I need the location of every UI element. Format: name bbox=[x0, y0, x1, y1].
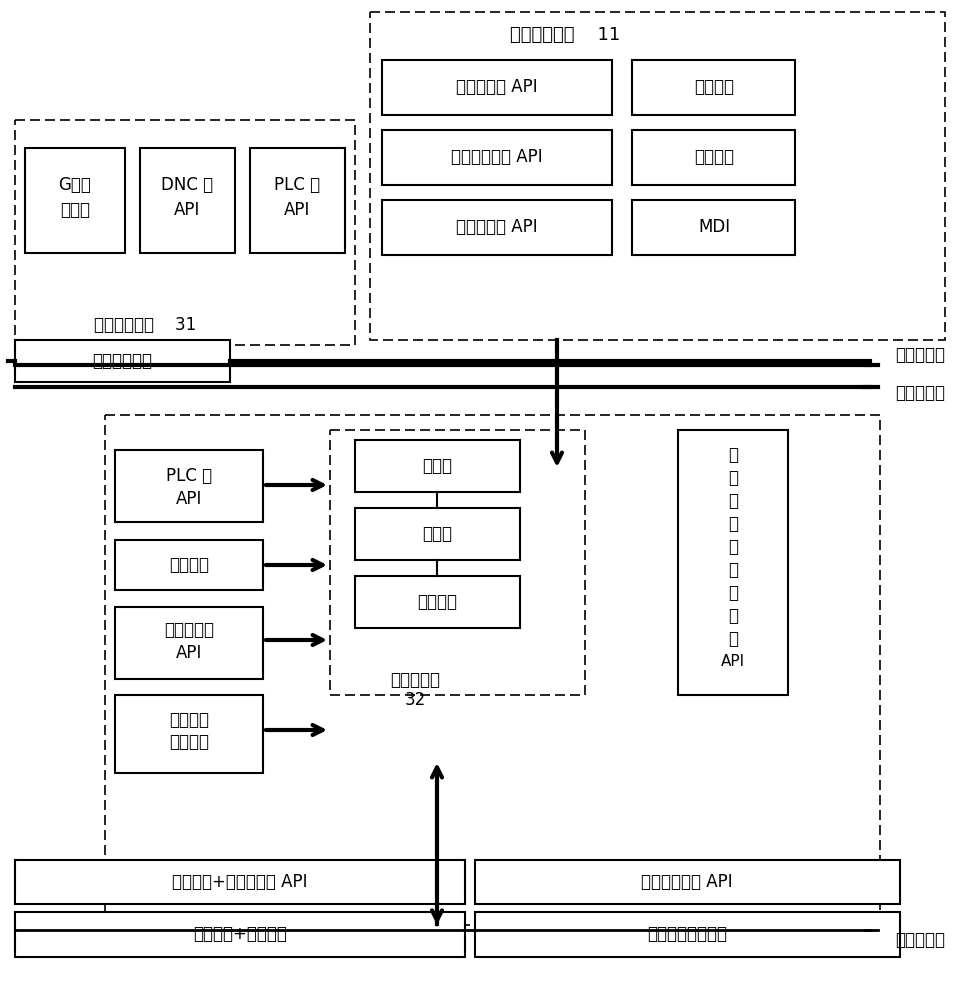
Bar bbox=[115, 695, 263, 773]
Bar bbox=[355, 440, 520, 492]
Text: 过程控制单元    31: 过程控制单元 31 bbox=[93, 316, 197, 334]
Bar bbox=[115, 450, 263, 522]
Text: 层: 层 bbox=[728, 630, 738, 648]
Text: 插补器: 插补器 bbox=[422, 457, 452, 475]
Bar bbox=[105, 415, 880, 925]
Text: 开: 开 bbox=[728, 538, 738, 556]
Text: 操作系统+实时多任务 API: 操作系统+实时多任务 API bbox=[172, 873, 307, 891]
Bar bbox=[355, 576, 520, 628]
Text: 应用平台层: 应用平台层 bbox=[895, 384, 945, 402]
Text: 系统内核层: 系统内核层 bbox=[895, 931, 945, 949]
Text: 驱动程序: 驱动程序 bbox=[169, 733, 209, 751]
Text: 消息传递机制: 消息传递机制 bbox=[92, 352, 152, 370]
Text: PLC 和: PLC 和 bbox=[274, 176, 320, 194]
Bar bbox=[140, 148, 235, 253]
Text: 程: 程 bbox=[728, 492, 738, 510]
Bar bbox=[382, 130, 612, 185]
Text: 操作系统+实时内核: 操作系统+实时内核 bbox=[193, 925, 287, 943]
Text: 系统设备驱动 API: 系统设备驱动 API bbox=[641, 873, 733, 891]
Text: 运动控制器: 运动控制器 bbox=[390, 671, 440, 689]
Bar bbox=[115, 607, 263, 679]
Text: 口: 口 bbox=[728, 607, 738, 625]
Bar bbox=[632, 60, 795, 115]
Bar bbox=[15, 860, 465, 904]
Text: API: API bbox=[174, 201, 200, 219]
Text: 系统设备驱动程序: 系统设备驱动程序 bbox=[647, 925, 727, 943]
Text: 接: 接 bbox=[728, 584, 738, 602]
Bar bbox=[678, 430, 788, 695]
Text: 位置补偿: 位置补偿 bbox=[417, 593, 457, 611]
Bar bbox=[475, 860, 900, 904]
Text: 数控设备: 数控设备 bbox=[169, 711, 209, 729]
Text: 文本编辑器和 API: 文本编辑器和 API bbox=[451, 148, 543, 166]
Bar bbox=[355, 508, 520, 560]
Text: 解释器: 解释器 bbox=[60, 201, 90, 219]
Bar bbox=[382, 60, 612, 115]
Text: 32: 32 bbox=[405, 691, 425, 709]
Bar bbox=[25, 148, 125, 253]
Text: API: API bbox=[176, 490, 202, 508]
Text: G代码: G代码 bbox=[58, 176, 91, 194]
Text: 用: 用 bbox=[728, 469, 738, 487]
Text: 人机交互界面    11: 人机交互界面 11 bbox=[510, 26, 620, 44]
Text: API: API bbox=[721, 654, 745, 670]
Text: 传感器设备: 传感器设备 bbox=[164, 621, 214, 639]
Text: MDI: MDI bbox=[698, 218, 730, 236]
Bar bbox=[115, 540, 263, 590]
Text: 应: 应 bbox=[728, 446, 738, 464]
Bar bbox=[250, 148, 345, 253]
Text: 序: 序 bbox=[728, 515, 738, 533]
Text: PLC 和: PLC 和 bbox=[166, 467, 212, 485]
Bar bbox=[632, 130, 795, 185]
Bar bbox=[382, 200, 612, 255]
Text: API: API bbox=[284, 201, 310, 219]
Text: 故障诊断: 故障诊断 bbox=[694, 78, 734, 96]
Bar bbox=[370, 12, 945, 340]
Text: DNC 和: DNC 和 bbox=[161, 176, 213, 194]
Text: 系统参数: 系统参数 bbox=[169, 556, 209, 574]
Text: 轴控制: 轴控制 bbox=[422, 525, 452, 543]
Text: API: API bbox=[176, 644, 202, 662]
Bar bbox=[475, 912, 900, 957]
Text: 发: 发 bbox=[728, 561, 738, 579]
Bar bbox=[15, 912, 465, 957]
Bar bbox=[15, 340, 230, 382]
Bar bbox=[632, 200, 795, 255]
Bar bbox=[15, 120, 355, 345]
Text: 通用菜单和 API: 通用菜单和 API bbox=[456, 78, 538, 96]
Text: 状态显示和 API: 状态显示和 API bbox=[456, 218, 538, 236]
Text: 应用程序层: 应用程序层 bbox=[895, 346, 945, 364]
Bar bbox=[330, 430, 585, 695]
Text: 网络通信: 网络通信 bbox=[694, 148, 734, 166]
